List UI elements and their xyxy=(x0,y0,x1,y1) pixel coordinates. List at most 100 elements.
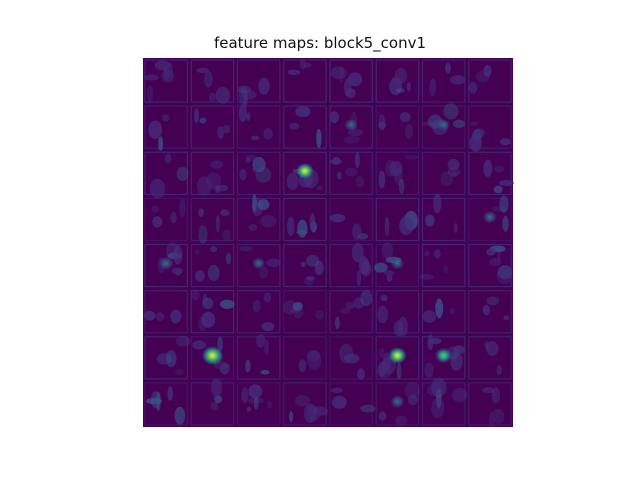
tile-texture xyxy=(207,264,220,282)
tile-texture xyxy=(499,195,509,213)
tile-texture xyxy=(393,320,404,337)
tile-frame xyxy=(190,59,235,103)
tile-texture xyxy=(199,117,207,124)
tile-texture xyxy=(440,171,454,187)
feature-map-tile-10 xyxy=(236,104,281,149)
tile-frame xyxy=(329,336,373,380)
tile-frame xyxy=(144,382,188,426)
tile-texture xyxy=(336,171,342,180)
tile-texture xyxy=(298,359,307,373)
tile-texture xyxy=(329,213,346,223)
tile-texture xyxy=(488,411,495,428)
tile-texture xyxy=(357,368,365,381)
feature-map-tile-21 xyxy=(375,151,420,196)
activation-hotspot-2 xyxy=(201,345,224,366)
tile-texture xyxy=(195,270,205,282)
tile-texture xyxy=(398,178,405,194)
tile-frame xyxy=(236,290,281,334)
tile-texture xyxy=(219,363,230,375)
tile-texture xyxy=(250,135,260,141)
feature-map-tile-45 xyxy=(375,290,420,337)
feature-map-tile-39 xyxy=(468,243,513,288)
tile-texture xyxy=(424,214,435,227)
tile-frame xyxy=(468,336,512,380)
feature-map-tile-13 xyxy=(375,105,420,149)
feature-map-tile-26 xyxy=(236,194,281,242)
tile-texture xyxy=(408,394,418,406)
tile-texture xyxy=(405,123,413,139)
tile-texture xyxy=(257,199,270,211)
tile-frame xyxy=(468,59,512,103)
tile-frame xyxy=(329,151,373,196)
tile-texture xyxy=(482,387,495,394)
feature-map-tile-56 xyxy=(144,382,188,426)
tile-texture xyxy=(450,171,458,177)
tile-frame xyxy=(468,290,512,334)
tile-texture xyxy=(289,411,294,423)
tile-frame xyxy=(375,336,420,380)
tile-texture xyxy=(165,350,177,368)
tile-texture xyxy=(149,178,166,199)
activation-hotspot-6 xyxy=(344,118,358,131)
tile-frame xyxy=(421,336,466,380)
tile-texture xyxy=(378,122,387,129)
tile-frame xyxy=(375,382,420,426)
tile-frame xyxy=(144,290,188,334)
tile-texture xyxy=(201,311,216,328)
tile-texture xyxy=(450,351,463,371)
tile-texture xyxy=(315,310,325,320)
tile-texture xyxy=(453,222,458,234)
tile-frame xyxy=(375,151,420,196)
tile-texture xyxy=(165,153,172,165)
tile-frame xyxy=(421,151,466,196)
tile-texture xyxy=(292,168,297,174)
feature-map-tile-55 xyxy=(468,336,512,380)
feature-map-tiles xyxy=(143,58,514,428)
tile-texture xyxy=(245,157,251,164)
tile-texture xyxy=(309,213,316,232)
tile-texture xyxy=(486,341,499,357)
tile-texture xyxy=(294,395,310,407)
tile-texture xyxy=(496,364,502,376)
tile-texture xyxy=(379,347,385,358)
tile-texture xyxy=(222,229,231,242)
tile-texture xyxy=(305,107,310,116)
tile-texture xyxy=(399,112,411,123)
tile-texture xyxy=(383,270,395,276)
tile-texture xyxy=(192,340,207,350)
tile-texture xyxy=(148,120,163,139)
tile-texture xyxy=(356,270,362,287)
tile-texture xyxy=(161,114,170,122)
tile-texture xyxy=(210,246,217,253)
tile-texture xyxy=(264,339,269,356)
feature-map-tile-15 xyxy=(468,105,512,152)
tile-texture xyxy=(161,69,175,83)
tile-texture xyxy=(316,186,323,191)
tile-frame xyxy=(236,59,281,103)
feature-map-tile-23 xyxy=(468,151,514,196)
feature-map-tile-30 xyxy=(421,193,466,242)
activation-hotspot-9 xyxy=(252,257,265,270)
feature-map-tile-6 xyxy=(421,59,466,103)
tile-frame xyxy=(375,59,420,103)
tile-texture xyxy=(482,304,490,316)
tile-frame xyxy=(468,105,512,149)
tile-texture xyxy=(237,85,252,94)
feature-map-tile-60 xyxy=(329,382,376,426)
tile-texture xyxy=(313,406,328,416)
tile-texture xyxy=(144,74,159,81)
tile-texture xyxy=(307,350,322,371)
tile-texture xyxy=(335,316,340,330)
tile-frame xyxy=(283,382,327,426)
tile-texture xyxy=(215,215,220,233)
feature-map-tile-1 xyxy=(190,59,235,104)
feature-map-tile-33 xyxy=(190,243,235,288)
tile-texture xyxy=(339,343,354,364)
tile-texture xyxy=(431,398,445,418)
tile-texture xyxy=(500,138,511,146)
tile-texture xyxy=(173,245,183,265)
tile-texture xyxy=(258,77,270,95)
tile-frame xyxy=(144,197,188,242)
tile-texture xyxy=(447,158,460,171)
tile-texture xyxy=(386,274,393,282)
